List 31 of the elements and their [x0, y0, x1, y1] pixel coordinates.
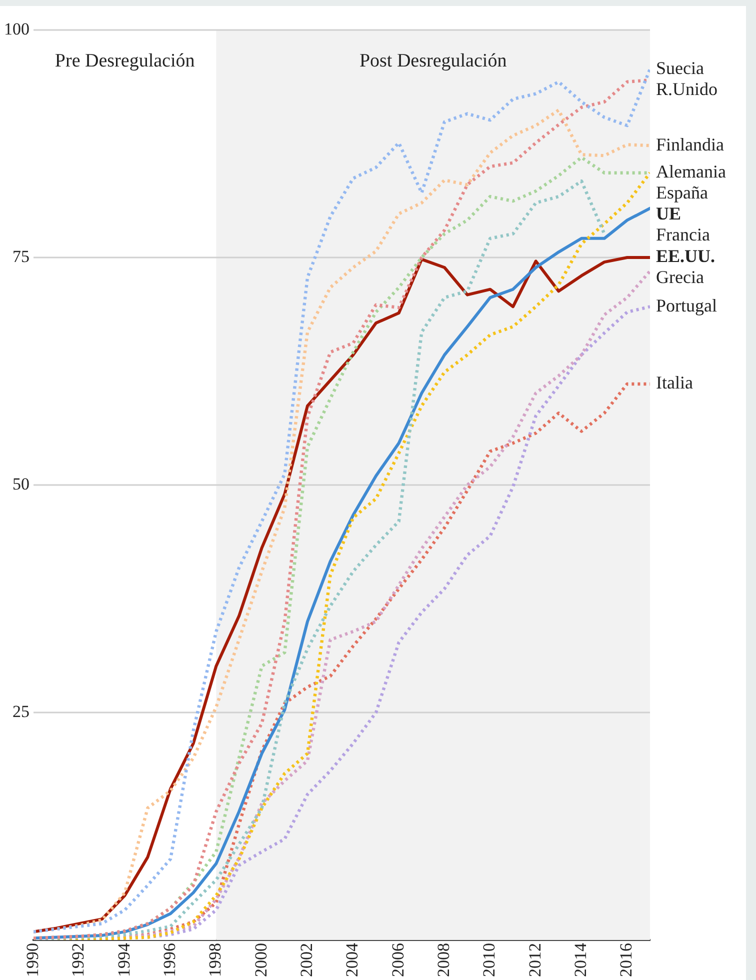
- band-label: Post Desregulación: [359, 50, 508, 72]
- x-tick-label: 2004: [342, 942, 362, 977]
- series-label: Portugal: [656, 295, 717, 316]
- x-tick-label: 1998: [206, 943, 225, 977]
- series-label: Alemania: [656, 162, 726, 182]
- x-tick-label: 1990: [22, 943, 42, 977]
- text: Francia: [656, 224, 710, 245]
- x-tick-label: 2002: [296, 943, 316, 977]
- x-tick-label: 2006: [388, 943, 408, 977]
- y-tick-label: 50: [12, 474, 30, 494]
- series-label: Finlandia: [656, 134, 724, 154]
- series-label: EE.UU.: [656, 246, 716, 266]
- x-tick-label: 1996: [160, 943, 179, 977]
- x-tick-label: 2016: [616, 943, 636, 977]
- series-label: España: [656, 182, 708, 203]
- y-tick-label: 100: [4, 19, 30, 38]
- band-label: Pre Desregulación: [54, 50, 196, 72]
- series-label: Grecia: [656, 267, 704, 288]
- x-tick-label: 2010: [480, 943, 499, 977]
- x-tick-label: 2000: [251, 943, 270, 977]
- x-tick-label: 1994: [114, 942, 134, 977]
- series-label: Italia: [656, 372, 693, 393]
- series-label: Suecia: [656, 58, 704, 78]
- x-tick-label: 2012: [525, 943, 544, 977]
- series-label: UE: [656, 204, 682, 224]
- y-tick-label: 75: [12, 246, 30, 266]
- series-label: R.Unido: [656, 78, 718, 99]
- y-tick-label: 25: [12, 702, 30, 721]
- x-tick-label: 2008: [434, 943, 453, 977]
- x-tick-label: 2014: [570, 942, 590, 977]
- x-tick-label: 1992: [68, 943, 88, 977]
